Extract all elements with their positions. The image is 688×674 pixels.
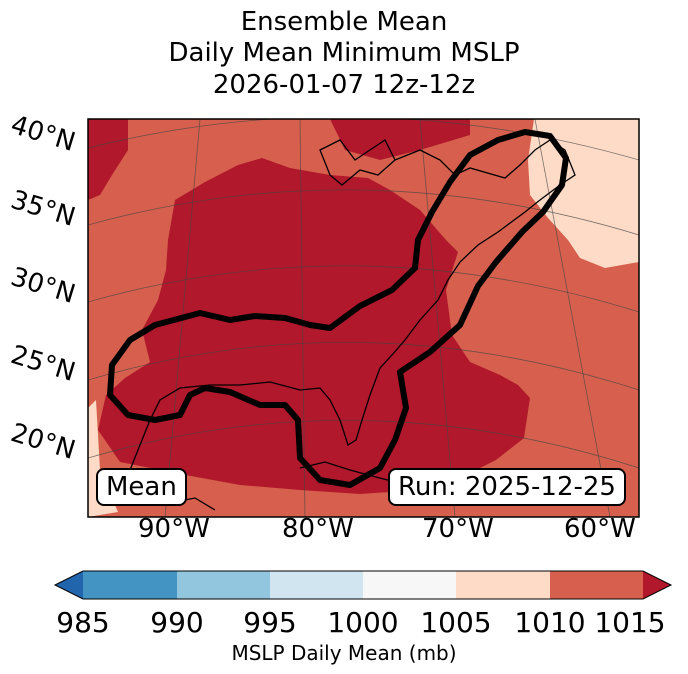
colorbar-bin-1010-1015: [550, 571, 643, 599]
parallel-40n: [88, 119, 639, 161]
mslp-field-1005-1010-northeast: [528, 119, 639, 268]
map-title-line-1: Ensemble Mean: [240, 7, 448, 37]
meridian-80w: [299, 119, 306, 517]
map-title-line-3: 2026-01-07 12z-12z: [212, 70, 476, 100]
colorbar-outline: [53, 570, 673, 600]
lon-label-60w: 60°W: [564, 514, 636, 544]
colorbar-bin-985-990: [83, 571, 177, 599]
colorbar-bin-1005-1010: [456, 571, 550, 599]
colorbar-tick-990: 990: [150, 606, 204, 639]
parallel-25n: [88, 341, 639, 391]
colorbar-bin-1000-1005: [363, 571, 456, 599]
map-title-line-2: Daily Mean Minimum MSLP: [168, 38, 520, 68]
mslp-field-1005-1010-southwest: [88, 400, 118, 517]
graticule: [88, 119, 639, 517]
mean-label-box: Mean: [96, 468, 187, 506]
colorbar-extend-high: [643, 571, 671, 599]
colorbar-tick-1005: 1005: [420, 606, 492, 639]
colorbar: [53, 570, 673, 600]
colorbar-tick-995: 995: [243, 606, 297, 639]
lon-label-80w: 80°W: [282, 514, 354, 544]
colorbar-bin-995-1000: [270, 571, 363, 599]
run-date-box: Run: 2025-12-25: [388, 468, 626, 506]
colorbar-tick-1010: 1010: [514, 606, 586, 639]
parallel-35n: [88, 189, 639, 236]
colorbar-tick-985: 985: [56, 606, 110, 639]
meridian-70w: [419, 119, 456, 517]
colorbar-tick-1000: 1000: [327, 606, 399, 639]
mslp-field-1015-plus-north: [330, 119, 470, 160]
meridian-60w: [534, 119, 611, 517]
colorbar-tick-1015: 1015: [594, 606, 666, 639]
parallel-30n: [88, 265, 639, 313]
mslp-contour-1015: [107, 129, 569, 488]
lon-label-90w: 90°W: [138, 514, 210, 544]
colorbar-extend-low: [55, 571, 83, 599]
gulf-coast: [127, 367, 381, 501]
colorbar-label: MSLP Daily Mean (mb): [231, 641, 457, 665]
mslp-field-1015-plus-northwest: [88, 119, 128, 200]
colorbar-bin-990-995: [177, 571, 270, 599]
map-frame: [87, 118, 640, 518]
lon-label-70w: 70°W: [422, 514, 494, 544]
